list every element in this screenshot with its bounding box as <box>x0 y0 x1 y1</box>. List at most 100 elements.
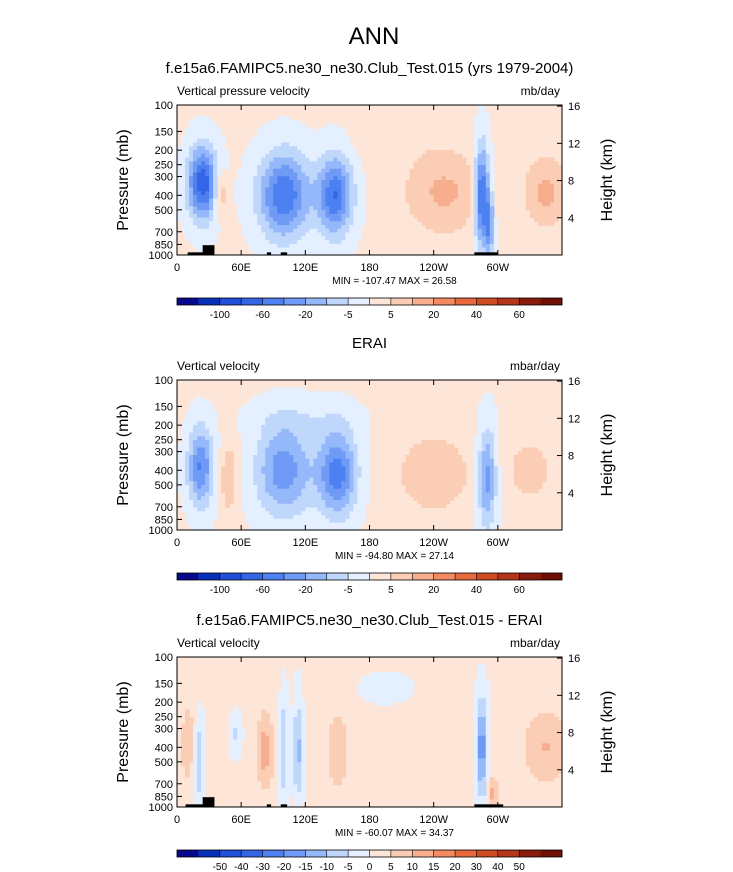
y2-tick-label: 8 <box>568 176 574 188</box>
x-tick-label: 180 <box>360 814 378 826</box>
x-tick-label: 120W <box>419 262 448 274</box>
colorbar-label: 15 <box>428 862 440 872</box>
variable-label: Vertical velocity <box>177 359 260 373</box>
x-tick-label: 120E <box>292 262 318 274</box>
colorbar-label: 60 <box>514 310 526 321</box>
y-tick-label: 150 <box>155 401 173 413</box>
land-mask <box>474 804 504 807</box>
x-tick-label: 60W <box>487 814 510 826</box>
y-tick-label: 250 <box>155 712 173 724</box>
y-tick-label: 850 <box>155 514 173 526</box>
land-mask <box>185 804 207 807</box>
contour-field <box>177 105 563 256</box>
x-tick-label: 0 <box>174 262 180 274</box>
colorbar-label: 60 <box>514 585 526 596</box>
units-label: mbar/day <box>510 636 560 650</box>
y-tick-label: 400 <box>155 465 173 477</box>
y-axis-label: Pressure (mb) <box>115 404 132 505</box>
colorbar-label: 20 <box>449 862 461 872</box>
contour-field <box>177 657 563 808</box>
colorbar: -50 -40 -30 -20 -15 -10 -5 0 5 10 15 20 30 40 50 <box>176 849 563 872</box>
colorbar-label: 50 <box>514 862 526 872</box>
land-mask <box>266 804 272 807</box>
colorbar-label: -5 <box>344 310 353 321</box>
colorbar-label: -5 <box>344 585 353 596</box>
colorbar-label: -20 <box>277 862 292 872</box>
land-mask <box>202 797 215 807</box>
figure-title: ANN <box>349 23 400 50</box>
y2-tick-label: 16 <box>568 653 580 665</box>
y2-tick-label: 16 <box>568 376 580 388</box>
land-mask <box>280 804 288 807</box>
colorbar-label: -30 <box>255 862 270 872</box>
variable-label: Vertical velocity <box>177 636 260 650</box>
y-tick-label: 400 <box>155 742 173 754</box>
y-tick-label: 300 <box>155 724 173 736</box>
y-tick-label: 500 <box>155 757 173 769</box>
y-tick-label: 850 <box>155 239 173 251</box>
y-tick-label: 300 <box>155 447 173 459</box>
chart-panel-1: f.e15a6.FAMIPC5.ne30_ne30.Club_Test.015 … <box>115 60 616 321</box>
x-tick-label: 60W <box>487 537 510 549</box>
x-tick-label: 120E <box>292 537 318 549</box>
colorbar-label: 20 <box>428 310 440 321</box>
colorbar-label: 30 <box>471 862 483 872</box>
colorbar-label: -20 <box>298 310 313 321</box>
min-max-stats: MIN = -60.07 MAX = 34.37 <box>335 828 454 839</box>
colorbar-label: 40 <box>471 585 483 596</box>
y-tick-label: 700 <box>155 779 173 791</box>
colorbar-label: -100 <box>210 310 230 321</box>
land-mask <box>280 252 288 255</box>
colorbar-label: 40 <box>492 862 504 872</box>
x-tick-label: 60E <box>231 262 251 274</box>
min-max-stats: MIN = -94.80 MAX = 27.14 <box>335 551 454 562</box>
min-max-stats: MIN = -107.47 MAX = 26.58 <box>332 276 457 287</box>
x-tick-label: 60E <box>231 814 251 826</box>
y-tick-label: 500 <box>155 480 173 492</box>
y-tick-label: 1000 <box>149 250 173 262</box>
y-tick-label: 100 <box>155 652 173 664</box>
colorbar-label: -100 <box>210 585 230 596</box>
panel-title: ERAI <box>352 335 387 352</box>
chart-panel-3: f.e15a6.FAMIPC5.ne30_ne30.Club_Test.015 … <box>115 612 616 872</box>
y2-tick-label: 12 <box>568 138 580 150</box>
colorbar-label: -10 <box>319 862 334 872</box>
panel-title: f.e15a6.FAMIPC5.ne30_ne30.Club_Test.015 … <box>166 60 574 77</box>
colorbar-label: -5 <box>344 862 353 872</box>
x-tick-label: 0 <box>174 814 180 826</box>
x-tick-label: 0 <box>174 537 180 549</box>
x-tick-label: 60E <box>231 537 251 549</box>
variable-label: Vertical pressure velocity <box>177 84 310 98</box>
colorbar: -100 -60 -20 -5 5 20 40 60 <box>176 297 563 321</box>
colorbar-label: 20 <box>428 585 440 596</box>
y2-tick-label: 12 <box>568 413 580 425</box>
y2-tick-label: 4 <box>568 488 574 500</box>
y-tick-label: 700 <box>155 502 173 514</box>
y-tick-label: 200 <box>155 145 173 157</box>
y-tick-label: 200 <box>155 697 173 709</box>
y-tick-label: 150 <box>155 126 173 138</box>
x-tick-label: 120W <box>419 537 448 549</box>
y2-tick-label: 12 <box>568 690 580 702</box>
y2-axis-label: Height (km) <box>599 691 616 774</box>
colorbar-label: 5 <box>388 862 394 872</box>
land-mask <box>187 252 207 255</box>
colorbar-label: 5 <box>388 585 394 596</box>
x-tick-label: 60W <box>487 262 510 274</box>
y2-axis-label: Height (km) <box>599 139 616 222</box>
y-tick-label: 700 <box>155 227 173 239</box>
y2-tick-label: 4 <box>568 765 574 777</box>
y-tick-label: 400 <box>155 190 173 202</box>
units-label: mbar/day <box>510 359 560 373</box>
y-axis-label: Pressure (mb) <box>115 129 132 230</box>
land-mask <box>202 245 215 255</box>
colorbar-label: -40 <box>234 862 249 872</box>
chart-panel-2: ERAI Vertical velocity mbar/day 0 60E 120E 180… <box>115 335 616 596</box>
y2-tick-label: 4 <box>568 213 574 225</box>
x-tick-label: 120W <box>419 814 448 826</box>
colorbar-label: 5 <box>388 310 394 321</box>
y-tick-label: 250 <box>155 160 173 172</box>
panel-title: f.e15a6.FAMIPC5.ne30_ne30.Club_Test.015 … <box>196 612 542 629</box>
contour-field <box>177 380 562 531</box>
y2-axis-label: Height (km) <box>599 414 616 497</box>
